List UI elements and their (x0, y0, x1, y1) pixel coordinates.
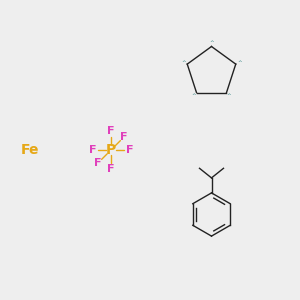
Text: Fe: Fe (21, 143, 39, 157)
Text: F: F (89, 145, 96, 155)
Text: ^: ^ (181, 60, 186, 65)
Text: F: F (107, 126, 115, 136)
Text: P: P (106, 143, 116, 157)
Text: F: F (94, 158, 101, 168)
Text: F: F (120, 132, 128, 142)
Text: ^: ^ (237, 60, 242, 65)
Text: ^: ^ (192, 93, 196, 98)
Text: ^: ^ (209, 40, 214, 45)
Text: ^: ^ (226, 93, 231, 98)
Text: F: F (126, 145, 133, 155)
Text: F: F (107, 164, 115, 174)
